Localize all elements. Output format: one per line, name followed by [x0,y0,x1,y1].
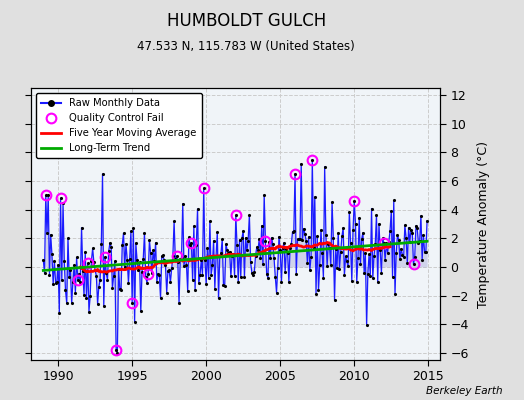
Text: 47.533 N, 115.783 W (United States): 47.533 N, 115.783 W (United States) [137,40,355,53]
Legend: Raw Monthly Data, Quality Control Fail, Five Year Moving Average, Long-Term Tren: Raw Monthly Data, Quality Control Fail, … [37,93,202,158]
Text: HUMBOLDT GULCH: HUMBOLDT GULCH [167,12,326,30]
Text: Berkeley Earth: Berkeley Earth [427,386,503,396]
Y-axis label: Temperature Anomaly (°C): Temperature Anomaly (°C) [477,140,490,308]
